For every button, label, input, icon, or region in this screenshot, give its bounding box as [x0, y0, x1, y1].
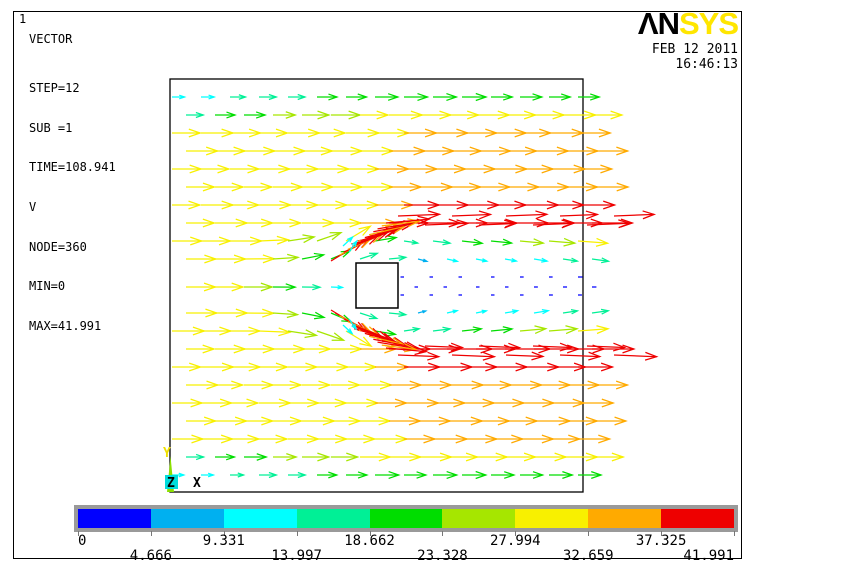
- legend-tick: [296, 531, 298, 536]
- plot-type-label: VECTOR: [29, 32, 73, 46]
- legend-segment: [442, 509, 516, 528]
- legend-label: 32.659: [562, 548, 614, 564]
- legend-segment: [515, 509, 589, 528]
- legend-segment: [150, 509, 224, 528]
- triad-origin-box: [165, 475, 178, 489]
- legend-tick: [588, 531, 590, 536]
- triad-x-label: X: [193, 476, 201, 491]
- legend-label: 41.991: [683, 548, 734, 564]
- window-border: [13, 11, 742, 559]
- legend-segment: [78, 509, 151, 528]
- plot-number: 1: [19, 12, 27, 26]
- min-label: MIN=0: [29, 279, 66, 294]
- legend-tick: [661, 531, 663, 536]
- legend-segment: [588, 509, 662, 528]
- legend-tick: [78, 531, 79, 536]
- legend-tick: [515, 531, 517, 536]
- legend-label: 27.994: [490, 533, 541, 549]
- legend-label: 18.662: [344, 533, 395, 549]
- date-stamp: FEB 12 2011: [651, 42, 738, 57]
- legend-label: 0: [78, 533, 87, 549]
- node-label: NODE=360: [29, 239, 87, 254]
- step-label: STEP=12: [29, 81, 80, 95]
- ansys-logo-black: ΛN: [637, 6, 680, 41]
- result-info-block: STEP=12 SUB =1 TIME=108.941 V NODE=360 M…: [29, 55, 116, 361]
- legend-label: 4.666: [129, 548, 172, 564]
- plot-frame: [169, 78, 584, 493]
- legend-label: 37.325: [635, 533, 687, 549]
- item-label: V: [29, 200, 37, 215]
- triad-y-label: Y: [163, 446, 171, 461]
- legend-tick: [150, 531, 152, 536]
- obstacle-square: [355, 262, 399, 309]
- ansys-logo: ΛNSYS: [638, 8, 739, 39]
- legend-segment: [223, 509, 297, 528]
- legend-label: 9.331: [202, 533, 245, 549]
- legend-tick: [223, 531, 225, 536]
- time-label: TIME=108.941: [29, 160, 116, 175]
- legend-tick: [734, 531, 735, 536]
- legend-segment: [661, 509, 735, 528]
- triad: Y Z X: [163, 446, 201, 492]
- vector-arrows: [172, 92, 659, 480]
- sub-label: SUB =1: [29, 120, 73, 135]
- legend-label: 23.328: [417, 548, 468, 564]
- time-stamp: 16:46:13: [675, 57, 738, 72]
- legend-tick: [369, 531, 371, 536]
- max-label: MAX=41.991: [29, 319, 102, 334]
- legend-tick: [442, 531, 444, 536]
- legend-segment: [296, 509, 370, 528]
- legend-bar: [78, 509, 735, 528]
- legend-label: 13.997: [271, 548, 322, 564]
- ansys-logo-yellow: SYS: [678, 6, 739, 41]
- triad-z-label: Z: [167, 476, 175, 491]
- legend-segment: [369, 509, 443, 528]
